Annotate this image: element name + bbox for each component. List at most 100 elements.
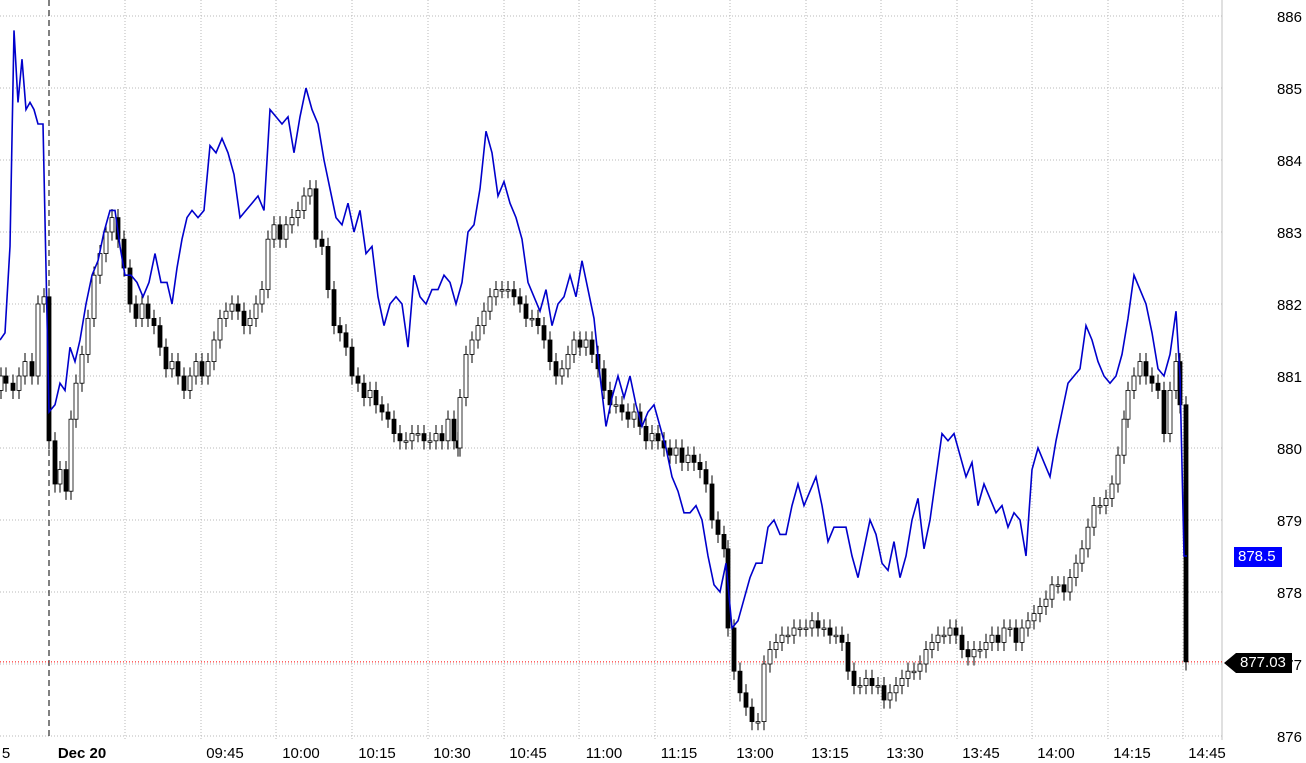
candle-up [187,375,193,391]
x-tick-label: Dec 20 [58,745,106,762]
candle-up [929,642,935,651]
y-tick-label: 882 [1277,297,1302,314]
last-price-badge: 877.03 [1224,653,1292,673]
candle-down [379,404,385,413]
x-axis-tick-labels: 5 Dec 20 09:45 10:00 10:15 10:30 10:45 11:00 11:… [2,745,1226,762]
candle-down [743,692,749,708]
candle-up [409,433,415,442]
candle-up [463,353,469,398]
candle-up [983,642,989,651]
candle-down [577,339,583,348]
candle-up [289,217,295,226]
candle-down [1143,361,1149,377]
candle-up [797,627,803,630]
candle-down [319,238,325,247]
candle-down [127,267,133,305]
candle-down [709,483,715,521]
y-tick-label: 878 [1277,585,1302,602]
candle-up [403,440,409,443]
blue-line-series [0,30,1187,630]
candle-up [253,303,259,319]
candle-down [721,534,727,550]
candle-up [947,627,953,636]
candle-up [761,663,767,722]
candle-down [839,634,845,643]
candle-down [697,461,703,470]
candle-up [767,649,773,665]
candle-up [1137,361,1143,377]
candle-down [241,310,247,327]
x-tick-label: 10:45 [509,745,547,762]
candle-up [1173,361,1179,391]
candle-up [571,339,577,355]
candle-up [685,454,691,463]
blue-series-value-badge: 878.5 [1234,547,1282,567]
candle-up [1115,454,1121,485]
candle-down [691,454,697,463]
candle-down [535,317,541,326]
candle-up [803,627,809,630]
y-axis-tick-labels: 876877878879880881882883884885886 [1277,9,1302,746]
candle-down [1149,375,1155,384]
candle-up [271,224,277,240]
candle-up [1049,584,1055,600]
candle-down [553,361,559,377]
candle-down [199,361,205,377]
candle-up [857,685,863,688]
candle-up [809,620,815,629]
candle-down [361,382,367,399]
x-tick-label: 13:15 [811,745,849,762]
candle-up [73,382,79,420]
candle-down [953,627,959,636]
candle-up [1001,627,1007,643]
candle-down [869,678,875,687]
candle-down [349,346,355,377]
candle-up [445,418,451,442]
candle-up [301,195,307,211]
candle-down [589,339,595,355]
candle-up [833,634,839,638]
candle-up [41,296,47,305]
x-tick-label: 14:15 [1113,745,1151,762]
candle-down [1183,404,1189,663]
candle-down [1061,584,1067,593]
candle-up [367,389,373,398]
candle-down [625,411,631,420]
candle-up [631,411,637,420]
candle-down [995,634,1001,643]
candle-down [851,670,857,687]
x-tick-label: 13:30 [886,745,924,762]
candle-down [703,469,709,485]
y-tick-label: 885 [1277,81,1302,98]
candle-down [749,706,755,723]
candle-up [57,469,63,485]
candle-up [433,433,439,442]
candle-up [779,634,785,643]
candle-up [35,303,41,377]
candle-down [145,303,151,319]
candle-up [893,685,899,694]
candle-up [935,634,941,643]
candle-down [451,418,457,442]
candle-up [283,224,289,240]
x-tick-label: 14:00 [1037,745,1075,762]
candle-up [22,361,28,377]
candle-up [457,397,463,449]
candle-up [1031,613,1037,622]
candle-up [259,289,265,305]
candle-down [337,325,343,334]
candle-up [487,296,493,312]
candle-down [175,361,181,377]
candle-up [109,217,115,233]
candle-up [1125,389,1131,420]
candle-up [1091,505,1097,528]
candle-up [583,339,589,348]
candle-down [547,339,553,363]
candle-up [773,642,779,651]
candle-up [971,649,977,658]
candle-up [785,634,791,638]
candle-up [211,339,217,363]
candle-up [529,317,535,321]
candle-up [941,634,947,638]
